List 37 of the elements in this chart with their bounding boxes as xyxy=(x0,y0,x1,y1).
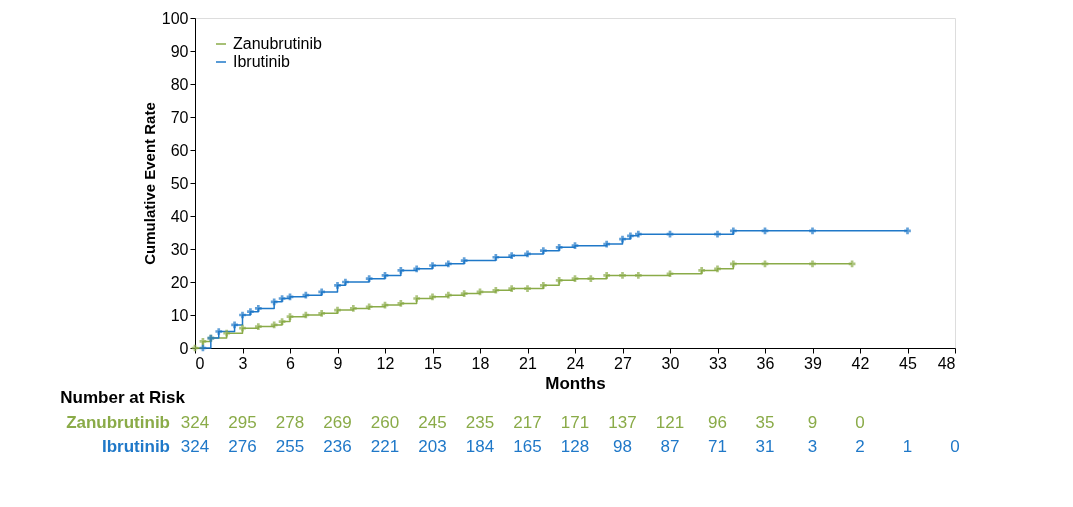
text: Number at Risk xyxy=(60,388,186,407)
x-tick-label: 21 xyxy=(519,354,537,372)
x-tick-label: 6 xyxy=(286,354,296,372)
text: Zanubrutinib xyxy=(66,413,170,432)
x-tick-label: 30 xyxy=(661,354,680,372)
x-tick-label: 3 xyxy=(238,354,248,372)
y-tick-label: 30 xyxy=(170,240,189,258)
x-tick-label: 9 xyxy=(333,354,343,372)
x-tick-label: 33 xyxy=(709,354,727,372)
x-tick-label: 48 xyxy=(937,354,956,372)
y-tick-label: 20 xyxy=(170,273,189,291)
y-tick-label: 60 xyxy=(170,141,189,159)
x-tick-label: 36 xyxy=(756,354,775,372)
x-tick-label: 0 xyxy=(195,354,205,372)
legend-label: Zanubrutinib xyxy=(233,35,323,52)
text: 324 295 278 269 260 245 235 217 171 137 121 96 35 9 0 xyxy=(180,413,865,432)
y-tick-label: 100 xyxy=(161,9,189,27)
text: Ibrutinib xyxy=(102,437,170,456)
x-tick-label: 18 xyxy=(471,354,490,372)
y-axis-title: Cumulative Event Rate xyxy=(140,102,158,265)
x-tick-label: 24 xyxy=(566,354,585,372)
x-tick-label: 45 xyxy=(899,354,917,372)
x-tick-label: 12 xyxy=(376,354,395,372)
x-tick-label: 39 xyxy=(804,354,822,372)
y-tick-label: 90 xyxy=(170,42,189,60)
legend-label: Ibrutinib xyxy=(233,53,291,70)
y-tick-label: 10 xyxy=(170,306,189,324)
y-tick-label: 0 xyxy=(179,339,189,357)
x-tick-label: 42 xyxy=(851,354,870,372)
y-tick-label: 80 xyxy=(170,75,189,93)
y-tick-label: 70 xyxy=(170,108,189,126)
x-axis-title: Months xyxy=(545,373,606,393)
y-tick-label: 40 xyxy=(170,207,189,225)
x-tick-label: 15 xyxy=(424,354,442,372)
x-tick-label: 27 xyxy=(614,354,632,372)
text: 324 276 255 236 221 203 184 165 128 98 87 71 31 3 2 1 0 xyxy=(180,437,960,456)
y-tick-label: 50 xyxy=(170,174,189,192)
